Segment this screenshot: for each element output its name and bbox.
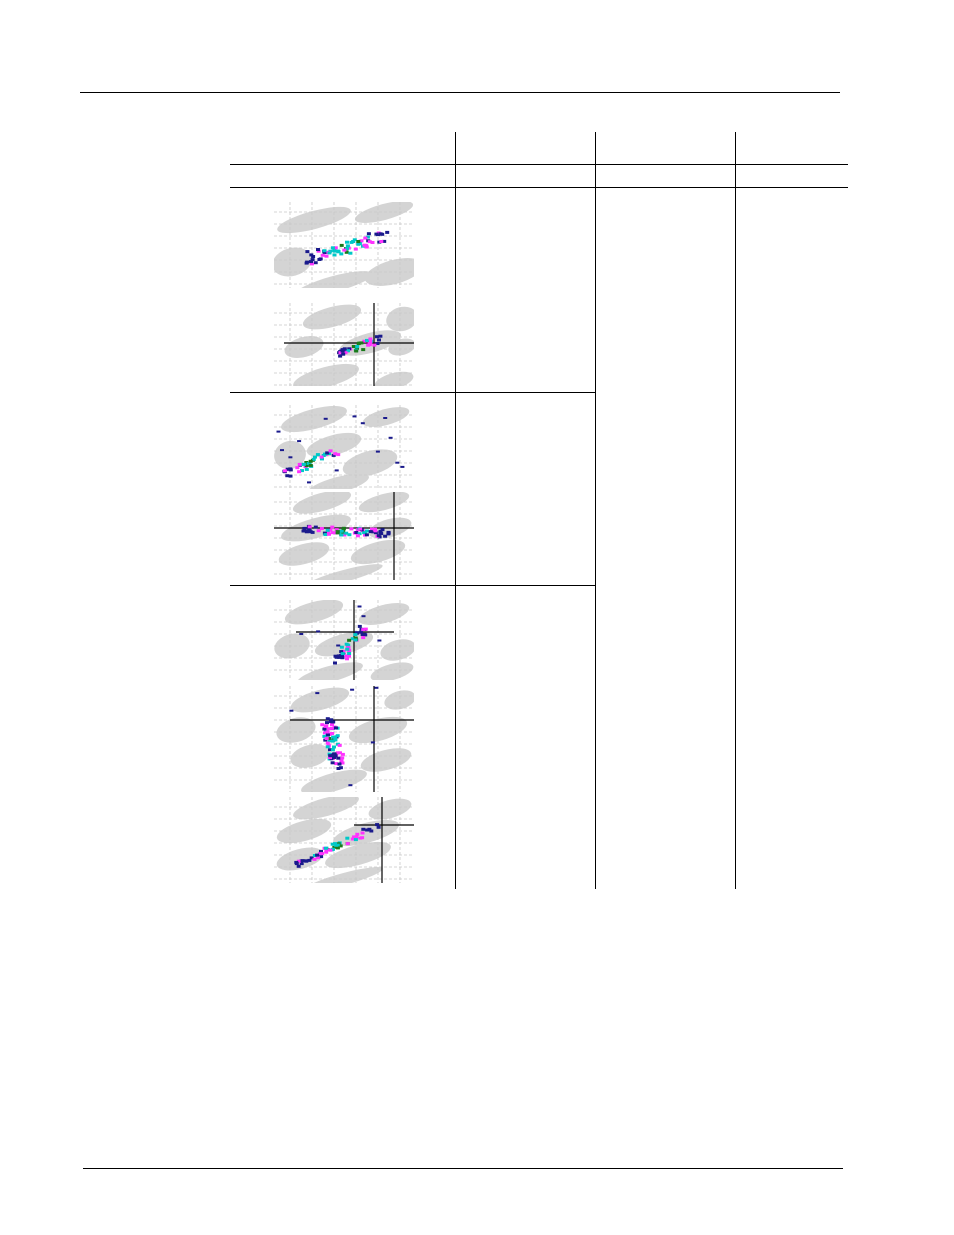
scatter-plot-1b [274, 303, 414, 386]
scatter-plot-3a [274, 600, 414, 680]
row-divider-2 [230, 585, 595, 586]
scatter-plot-1a-cluster [304, 230, 390, 266]
scatter-plot-2b-region-1 [292, 492, 352, 514]
scatter-plot-3a-region-2 [358, 603, 410, 625]
column-divider-3 [735, 132, 736, 889]
scatter-plot-2a-region-6 [307, 473, 369, 489]
column-divider-2 [595, 132, 596, 889]
scatter-plot-3c [274, 797, 414, 883]
scatter-plot-3b-region-3 [276, 717, 316, 743]
scatter-plot-3a-region-7 [370, 662, 414, 680]
header-rule [80, 92, 840, 93]
scatter-plot-1a-region-1 [277, 206, 351, 234]
table-body-top-rule [230, 187, 848, 188]
footer-rule [83, 1168, 843, 1169]
scatter-plot-1a [274, 202, 414, 288]
scatter-plot-3a-cluster [299, 605, 382, 665]
scatter-plot-1a-region-3 [274, 247, 312, 277]
scatter-plot-2b-svg [274, 492, 414, 580]
scatter-plot-1b-region-2 [386, 306, 414, 332]
scatter-plot-3b-region-1 [290, 687, 350, 713]
scatter-plot-2a-region-1 [281, 405, 347, 433]
scatter-plot-3a-region-6 [297, 662, 363, 680]
scatter-plot-1b-svg [274, 303, 414, 386]
scatter-plot-3b-svg [274, 686, 414, 792]
scatter-plot-2b-grid [274, 492, 414, 580]
scatter-plot-2b-region-7 [305, 564, 383, 580]
scatter-plot-1b-region-1 [302, 304, 362, 330]
scatter-plot-1b-region-7 [374, 371, 414, 386]
scatter-plot-2a [274, 405, 414, 489]
scatter-plot-3b-region-2 [384, 690, 414, 710]
scatter-plot-3b [274, 686, 414, 792]
table-header-rule [230, 164, 848, 165]
scatter-plot-3a-region-4 [314, 631, 374, 657]
scatter-plot-2a-grid [274, 405, 414, 489]
scatter-plot-1a-grid [274, 202, 414, 288]
scatter-plot-3c-region-2 [368, 798, 412, 820]
scatter-plot-1b-region-6 [293, 363, 359, 386]
scatter-plot-1b-cluster [337, 334, 383, 358]
scatter-plot-2b-cluster [301, 524, 391, 539]
scatter-plot-3b-region-4 [348, 716, 408, 744]
scatter-plot-2b-region-2 [358, 492, 410, 513]
scatter-plot-2b [274, 492, 414, 580]
scatter-plot-1b-region-3 [284, 336, 324, 358]
scatter-plot-2a-cluster [276, 415, 405, 484]
column-divider-1 [455, 132, 456, 889]
scatter-plot-3a-region-1 [284, 600, 344, 625]
scatter-plot-1a-region-4 [364, 258, 414, 286]
scatter-plot-3c-svg [274, 797, 414, 883]
scatter-plot-2a-svg [274, 405, 414, 489]
scatter-plot-2b-region-5 [278, 542, 330, 566]
scatter-plot-3c-cluster [294, 823, 381, 868]
scatter-plot-3b-region-6 [360, 748, 412, 772]
row-divider-1 [230, 392, 595, 393]
scatter-plot-3c-region-6 [325, 841, 391, 869]
scatter-plot-1a-svg [274, 202, 414, 288]
scatter-plot-3a-region-5 [380, 639, 414, 661]
scatter-plot-3b-cluster [289, 686, 379, 787]
scatter-plot-3a-svg [274, 600, 414, 680]
